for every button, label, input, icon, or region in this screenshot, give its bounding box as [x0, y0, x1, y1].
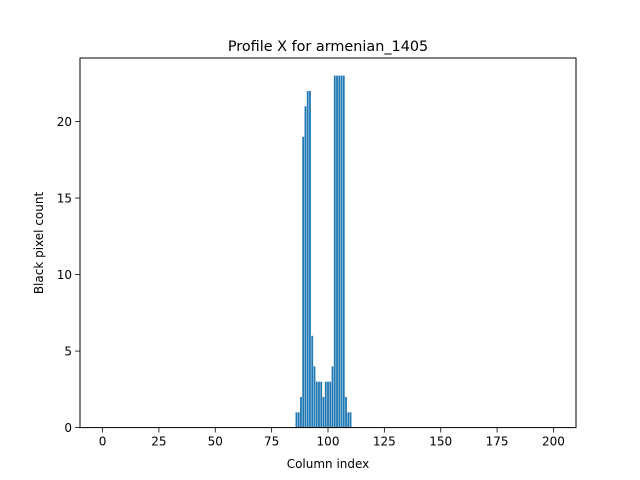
bar-col-105 — [338, 75, 341, 428]
bar-col-99 — [324, 381, 327, 428]
bar-col-110 — [349, 412, 352, 428]
bar-col-93 — [311, 335, 314, 428]
y-tick-label: 10 — [57, 268, 72, 282]
bar-col-87 — [297, 412, 300, 428]
bar-col-104 — [336, 75, 338, 428]
y-tick-label: 0 — [64, 421, 72, 435]
y-axis-ticks: 0 5 10 15 20 — [57, 115, 80, 435]
y-tick-label: 20 — [57, 115, 72, 129]
x-tick-label: 175 — [486, 435, 509, 449]
bar-col-107 — [342, 75, 345, 428]
x-tick-label: 125 — [373, 435, 396, 449]
bar-col-89 — [302, 136, 305, 428]
plot-frame — [79, 57, 577, 429]
x-tick-label: 100 — [317, 435, 340, 449]
y-axis-label: Black pixel count — [32, 192, 46, 295]
bar-col-86 — [295, 412, 298, 428]
bar-col-102 — [331, 366, 334, 428]
bar-col-97 — [320, 381, 323, 428]
x-tick-label: 50 — [208, 435, 223, 449]
x-tick-label: 200 — [542, 435, 565, 449]
bar-col-108 — [345, 396, 347, 428]
bar-col-90 — [304, 106, 307, 428]
bar-col-98 — [322, 396, 325, 428]
x-tick-label: 150 — [429, 435, 452, 449]
bar-col-106 — [340, 75, 343, 428]
chart-title: Profile X for armenian_1405 — [228, 39, 428, 55]
bar-col-91 — [306, 90, 309, 428]
bar-col-109 — [347, 412, 350, 428]
x-tick-label: 75 — [264, 435, 279, 449]
x-axis-ticks: 0 25 50 75 100 125 150 175 200 — [99, 427, 565, 449]
bar-col-95 — [315, 381, 318, 428]
x-tick-label: 0 — [99, 435, 107, 449]
y-tick-label: 5 — [64, 345, 72, 359]
bar-col-96 — [318, 381, 320, 428]
bar-col-103 — [333, 75, 336, 428]
bar-col-94 — [313, 366, 316, 428]
bars-group — [295, 75, 352, 428]
x-axis-label: Column index — [287, 457, 370, 471]
bar-col-92 — [309, 90, 311, 428]
bar-col-101 — [329, 381, 332, 428]
bar-col-100 — [327, 381, 329, 428]
y-tick-label: 15 — [57, 192, 72, 206]
x-tick-label: 25 — [151, 435, 166, 449]
bar-col-88 — [300, 396, 302, 428]
